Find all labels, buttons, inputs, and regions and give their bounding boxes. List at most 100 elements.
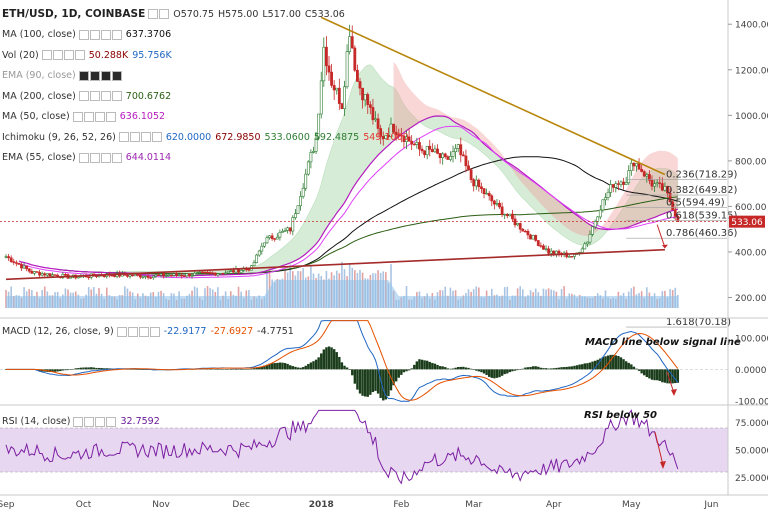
macd-histogram-bar bbox=[565, 366, 568, 370]
macd-histogram-bar bbox=[475, 369, 478, 371]
macd-histogram-bar bbox=[369, 369, 372, 395]
candle bbox=[392, 123, 395, 133]
candle bbox=[17, 262, 21, 265]
macd-histogram-bar bbox=[622, 359, 625, 370]
candle bbox=[477, 179, 481, 188]
candle bbox=[361, 87, 364, 101]
candle bbox=[255, 254, 259, 263]
candle bbox=[456, 144, 460, 149]
indicator-controls[interactable] bbox=[78, 70, 122, 81]
macd-value-0: -22.9177 bbox=[163, 326, 207, 337]
candle bbox=[43, 273, 47, 276]
macd-histogram-bar bbox=[495, 369, 499, 378]
macd-histogram-bar bbox=[438, 366, 442, 370]
macd-histogram-bar bbox=[485, 369, 488, 376]
candle bbox=[459, 144, 463, 156]
macd-histogram-bar bbox=[392, 369, 395, 386]
gear-icon bbox=[83, 111, 94, 122]
indicator-controls[interactable] bbox=[78, 91, 122, 102]
macd-histogram-bar bbox=[307, 364, 310, 370]
candle bbox=[38, 272, 41, 276]
macd-histogram-bar bbox=[606, 355, 610, 370]
macd-histogram-bar bbox=[358, 369, 362, 394]
candle bbox=[653, 183, 656, 187]
fib-label: 1.618(70.18) bbox=[666, 317, 731, 328]
macd-histogram-bar bbox=[232, 369, 235, 370]
candle bbox=[12, 261, 16, 263]
macd-histogram-bar bbox=[312, 361, 315, 370]
rsi-pane: RSI below 50 bbox=[0, 409, 728, 485]
candle bbox=[257, 250, 261, 256]
macd-histogram-bar bbox=[343, 365, 346, 370]
macd-histogram-bar bbox=[105, 368, 108, 370]
macd-histogram-bar bbox=[61, 369, 65, 371]
macd-histogram-bar bbox=[511, 369, 514, 372]
more-icon bbox=[111, 91, 122, 102]
indicator-name: EMA (55, close) bbox=[2, 152, 76, 163]
header-controls[interactable] bbox=[148, 9, 170, 20]
candle bbox=[521, 228, 525, 232]
indicator-row: Ichimoku (9, 26, 52, 26) 620.0000 672.9850… bbox=[2, 127, 413, 148]
indicator-controls[interactable] bbox=[72, 111, 116, 122]
candle bbox=[138, 274, 142, 278]
macd-histogram-bar bbox=[451, 368, 455, 370]
candle bbox=[415, 142, 419, 145]
macd-histogram-bar bbox=[575, 365, 579, 370]
macd-histogram-bar bbox=[560, 367, 563, 370]
indicator-controls[interactable] bbox=[78, 29, 122, 40]
more-icon bbox=[111, 70, 122, 81]
candle bbox=[206, 271, 209, 274]
macd-histogram-bar bbox=[415, 361, 419, 370]
macd-histogram-bar bbox=[304, 365, 307, 370]
candle bbox=[629, 162, 633, 171]
macd-histogram-bar bbox=[227, 369, 230, 370]
y-tick-label: 1200.00 bbox=[735, 66, 768, 76]
candle bbox=[270, 235, 274, 239]
candle bbox=[213, 272, 217, 276]
macd-histogram-bar bbox=[640, 369, 643, 374]
candle bbox=[317, 113, 321, 139]
candle bbox=[402, 135, 406, 142]
macd-histogram-bar bbox=[53, 369, 57, 372]
macd-histogram-bar bbox=[258, 367, 261, 370]
indicator-controls[interactable] bbox=[118, 132, 162, 143]
rsi-controls[interactable] bbox=[73, 416, 117, 427]
indicator-controls[interactable] bbox=[41, 50, 85, 61]
candle bbox=[144, 275, 147, 278]
volume-bar bbox=[266, 271, 268, 308]
candle bbox=[601, 199, 605, 211]
candle bbox=[627, 170, 631, 184]
candle bbox=[146, 275, 150, 278]
candle bbox=[188, 273, 191, 277]
macd-histogram-bar bbox=[635, 368, 638, 370]
gear-icon bbox=[89, 152, 100, 163]
trendline-upper bbox=[320, 16, 666, 176]
macd-histogram-bar bbox=[482, 369, 486, 374]
candle bbox=[22, 265, 26, 269]
candle bbox=[221, 273, 225, 275]
eye-icon bbox=[116, 326, 127, 337]
macd-histogram-bar bbox=[433, 363, 437, 370]
macd-histogram-bar bbox=[524, 367, 527, 370]
candle bbox=[265, 237, 269, 244]
indicator-controls[interactable] bbox=[78, 152, 122, 163]
candle bbox=[350, 36, 354, 49]
candle bbox=[35, 271, 39, 273]
macd-histogram-bar bbox=[513, 369, 517, 371]
macd-controls[interactable] bbox=[116, 326, 160, 337]
candle bbox=[288, 227, 292, 232]
candle bbox=[513, 218, 517, 226]
candle bbox=[193, 272, 197, 276]
candle bbox=[87, 276, 91, 279]
candle bbox=[151, 275, 155, 278]
macd-histogram-bar bbox=[493, 369, 496, 379]
macd-histogram-bar bbox=[573, 365, 576, 370]
x-tick-label: Feb bbox=[393, 500, 409, 510]
candle bbox=[4, 256, 8, 258]
macd-histogram-bar bbox=[242, 369, 245, 370]
y-tick-label: 1400.00 bbox=[735, 21, 768, 31]
macd-histogram-bar bbox=[345, 367, 349, 370]
candle bbox=[591, 226, 594, 235]
x-tick-label: 2018 bbox=[309, 500, 334, 510]
macd-histogram-bar bbox=[648, 369, 651, 379]
